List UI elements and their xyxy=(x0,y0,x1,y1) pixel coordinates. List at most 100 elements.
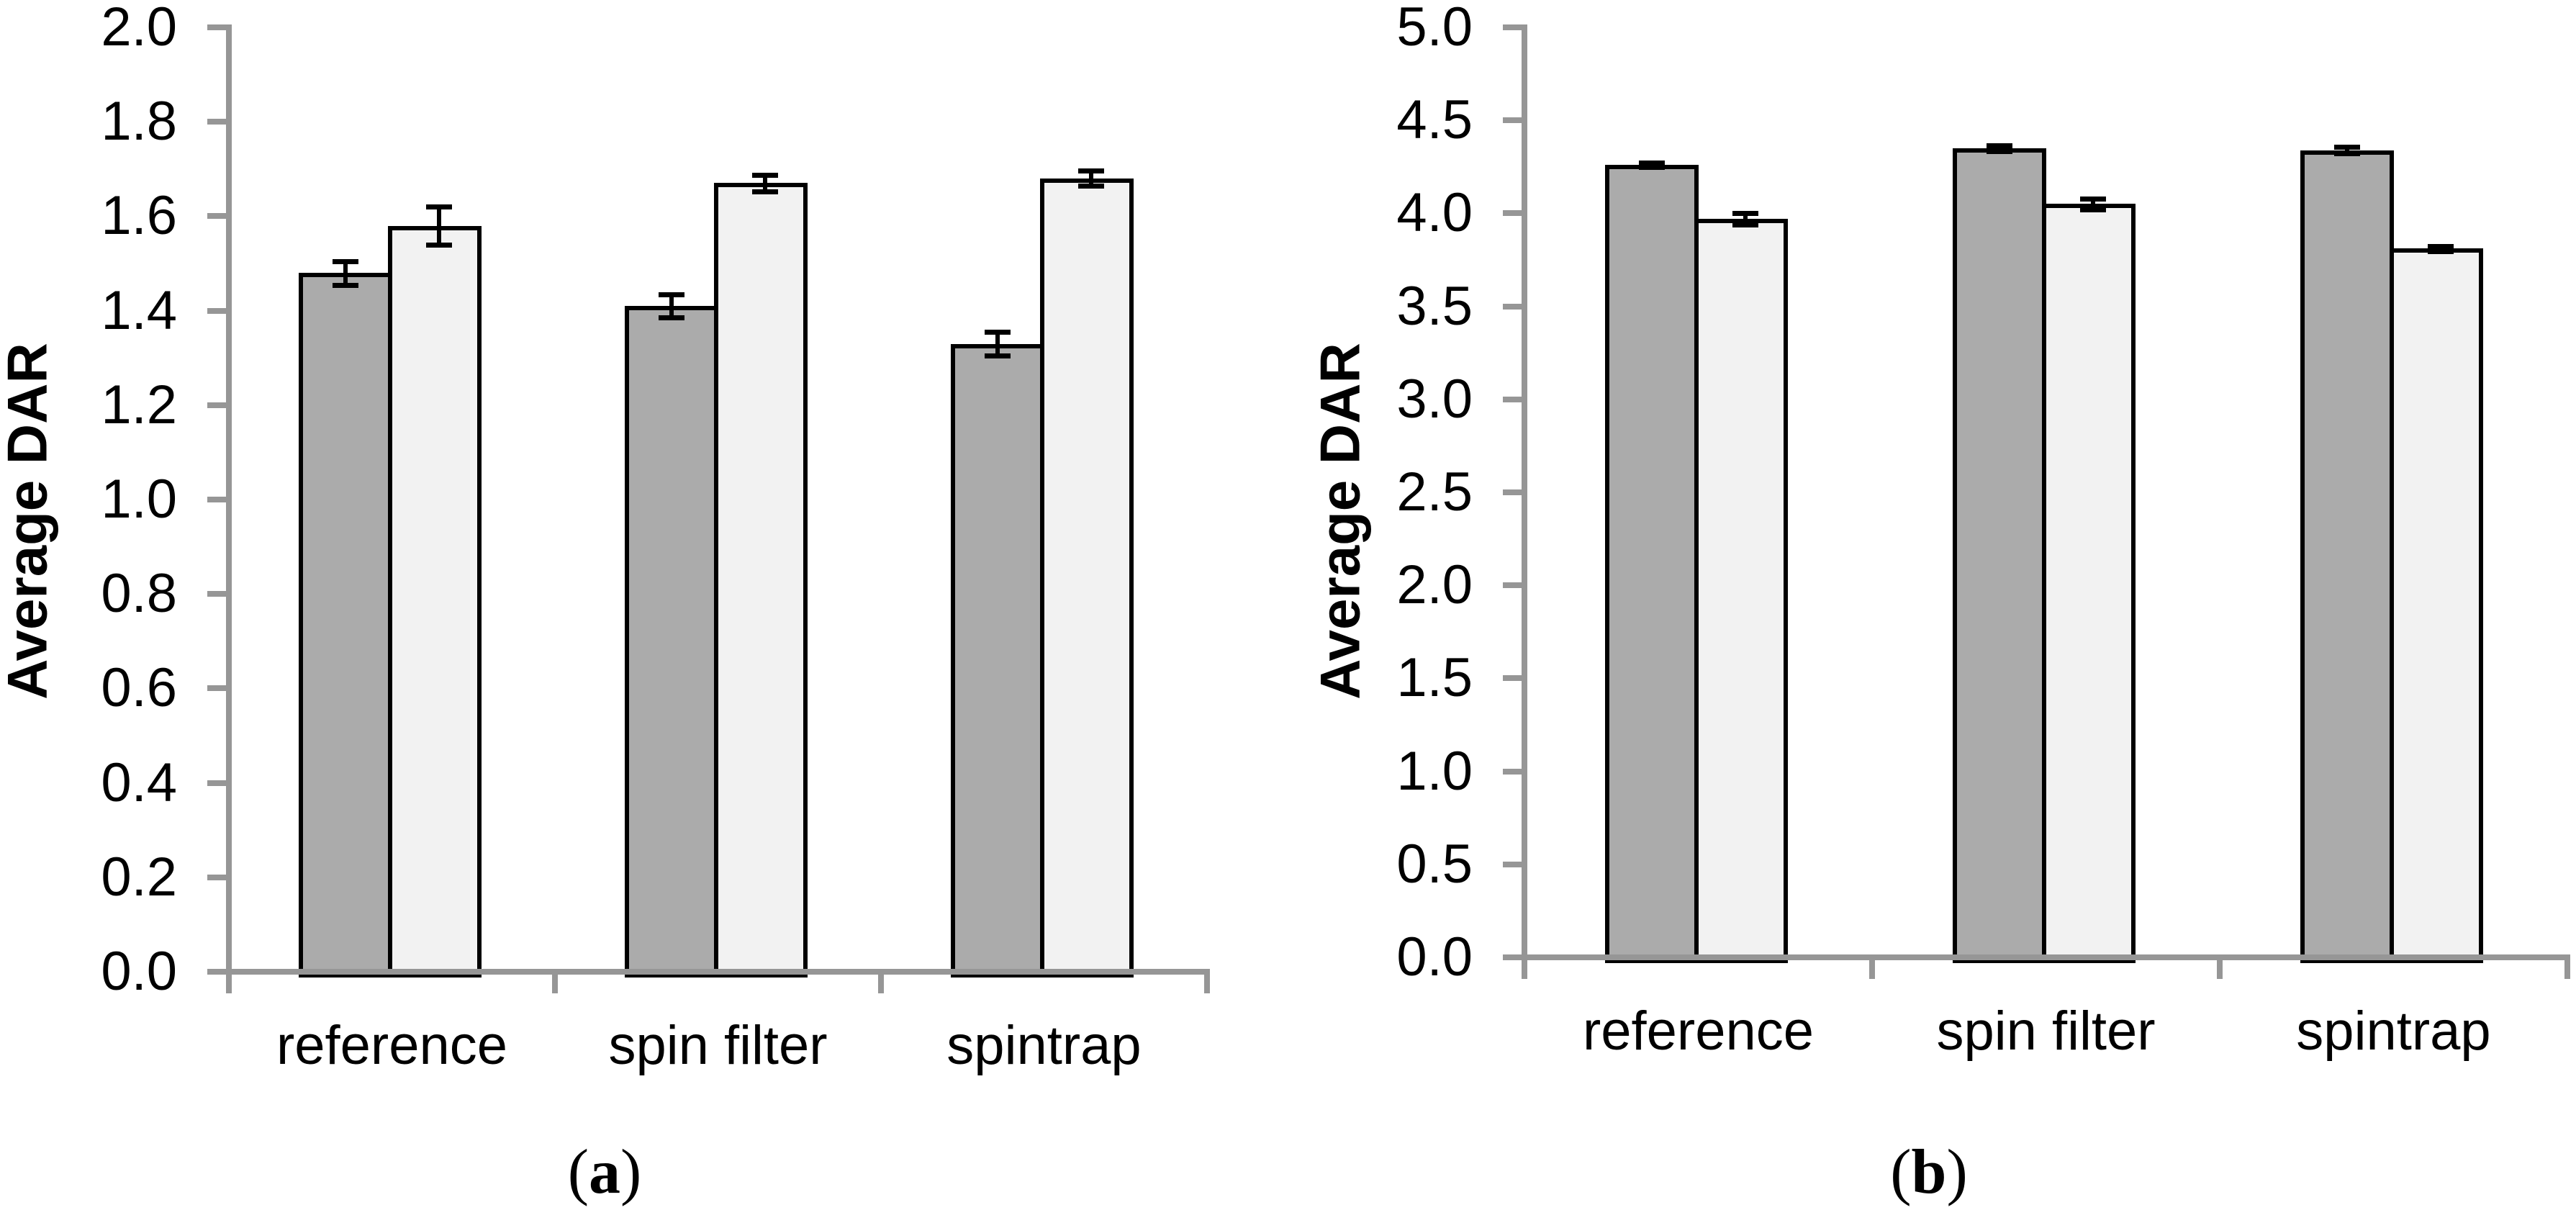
error-bar-b-spin-filter-light-gray-bars-cap-top xyxy=(2079,196,2106,202)
chart-a-y-tick-1.6 xyxy=(207,213,226,220)
chart-a-y-tick-label-2.0: 2.0 xyxy=(101,0,177,58)
chart-a-caption-open-paren: ( xyxy=(567,1137,589,1207)
bar-a-spintrap-light-gray-bars xyxy=(1039,178,1134,978)
x-axis-label-a-spin-filter: spin filter xyxy=(608,1015,828,1076)
chart-b-y-tick-4.5 xyxy=(1503,117,1522,124)
error-bar-a-spin-filter-light-gray-bars-cap-bottom xyxy=(751,189,778,194)
x-axis-label-a-spintrap: spintrap xyxy=(946,1015,1142,1076)
chart-b-y-tick-label-4.5: 4.5 xyxy=(1396,89,1473,151)
error-bar-b-spintrap-light-gray-bars-cap-top xyxy=(2427,244,2454,250)
chart-b-x-axis-line xyxy=(1522,954,2570,960)
chart-b-y-tick-label-1.5: 1.5 xyxy=(1396,647,1473,709)
error-bar-a-spin-filter-dark-gray-bars-cap-bottom xyxy=(658,315,684,321)
chart-b-y-tick-3.0 xyxy=(1503,396,1522,402)
error-bar-a-spin-filter-light-gray-bars-line xyxy=(762,175,767,191)
chart-b-x-boundary-tick-2 xyxy=(2217,960,2223,979)
chart-b-y-tick-2.5 xyxy=(1503,489,1522,495)
chart-b-caption-close-paren: ) xyxy=(1946,1137,1968,1207)
bar-b-spintrap-light-gray-bars xyxy=(2389,248,2483,963)
error-bar-a-reference-light-gray-bars-line xyxy=(436,207,441,245)
chart-a-y-tick-0.0 xyxy=(207,969,226,975)
chart-a-y-tick-2.0 xyxy=(207,24,226,30)
chart-b-y-tick-label-3.0: 3.0 xyxy=(1396,368,1473,430)
chart-a-x-boundary-tick-1 xyxy=(552,975,558,993)
chart-a-y-tick-0.4 xyxy=(207,780,226,786)
chart-b-y-tick-label-5.0: 5.0 xyxy=(1396,0,1473,58)
error-bar-a-spintrap-light-gray-bars-cap-bottom xyxy=(1077,184,1104,189)
x-axis-label-b-reference: reference xyxy=(1582,1001,1815,1062)
chart-b-y-tick-label-1.0: 1.0 xyxy=(1396,740,1473,802)
chart-a-y-tick-0.2 xyxy=(207,874,226,880)
chart-a-y-tick-label-0.2: 0.2 xyxy=(101,846,177,908)
chart-a-caption-close-paren: ) xyxy=(620,1137,642,1207)
bar-a-spin-filter-light-gray-bars xyxy=(713,183,808,978)
chart-b-x-boundary-tick-1 xyxy=(1869,960,1875,979)
bar-a-reference-dark-gray-bars xyxy=(298,273,392,978)
error-bar-b-spin-filter-light-gray-bars-line xyxy=(2090,198,2095,210)
error-bar-b-reference-dark-gray-bars-cap-top xyxy=(1638,161,1665,166)
chart-b-y-tick-0.0 xyxy=(1503,954,1522,960)
error-bar-a-spintrap-dark-gray-bars-line xyxy=(995,332,1000,356)
chart-b-y-tick-label-0.0: 0.0 xyxy=(1396,926,1473,988)
chart-b-y-tick-label-3.5: 3.5 xyxy=(1396,275,1473,337)
error-bar-a-reference-dark-gray-bars-cap-bottom xyxy=(332,282,358,288)
error-bar-b-spintrap-dark-gray-bars-line xyxy=(2344,146,2349,154)
chart-a-y-tick-1.4 xyxy=(207,307,226,314)
chart-b-y-tick-label-2.0: 2.0 xyxy=(1396,554,1473,616)
error-bar-b-reference-light-gray-bars-line xyxy=(1743,212,1748,225)
error-bar-b-reference-dark-gray-bars-cap-bottom xyxy=(1638,165,1665,171)
x-axis-label-b-spintrap: spintrap xyxy=(2296,1001,2491,1062)
chart-a-x-boundary-tick-2 xyxy=(878,975,884,993)
error-bar-a-reference-dark-gray-bars-cap-top xyxy=(332,258,358,264)
chart-a-x-boundary-tick-3 xyxy=(1204,975,1210,993)
chart-b-caption-open-paren: ( xyxy=(1890,1137,1912,1207)
error-bar-b-spintrap-dark-gray-bars-cap-top xyxy=(2333,144,2360,150)
chart-a-y-tick-0.8 xyxy=(207,591,226,597)
error-bar-b-reference-light-gray-bars-cap-top xyxy=(1732,210,1758,216)
chart-b-y-tick-1.0 xyxy=(1503,768,1522,775)
chart-b-y-tick-4.0 xyxy=(1503,210,1522,217)
error-bar-a-spin-filter-dark-gray-bars-cap-top xyxy=(658,292,684,297)
chart-b-y-tick-label-4.0: 4.0 xyxy=(1396,182,1473,244)
error-bar-b-spintrap-light-gray-bars-cap-bottom xyxy=(2427,248,2454,254)
chart-b-x-boundary-tick-3 xyxy=(2564,960,2570,979)
chart-a-y-tick-label-1.6: 1.6 xyxy=(101,185,177,247)
chart-b-y-tick-2.0 xyxy=(1503,582,1522,589)
chart-b-y-tick-5.0 xyxy=(1503,24,1522,30)
error-bar-b-spin-filter-light-gray-bars-cap-bottom xyxy=(2079,207,2106,213)
chart-b-y-axis-line xyxy=(1522,24,1527,979)
bar-b-spin-filter-dark-gray-bars xyxy=(1952,148,2046,963)
bar-a-reference-light-gray-bars xyxy=(387,225,482,978)
error-bar-a-spintrap-dark-gray-bars-cap-top xyxy=(984,330,1011,335)
x-axis-label-b-spin-filter: spin filter xyxy=(1936,1001,2156,1062)
bar-b-spin-filter-light-gray-bars xyxy=(2041,204,2136,963)
chart-b-y-tick-label-0.5: 0.5 xyxy=(1396,833,1473,895)
chart-a-y-tick-label-0.4: 0.4 xyxy=(101,751,177,813)
error-bar-b-reference-light-gray-bars-cap-bottom xyxy=(1732,222,1758,228)
error-bar-b-spintrap-dark-gray-bars-cap-bottom xyxy=(2333,151,2360,157)
chart-a-y-tick-1.0 xyxy=(207,497,226,502)
error-bar-a-reference-light-gray-bars-cap-top xyxy=(425,204,452,210)
chart-a-y-tick-0.6 xyxy=(207,685,226,692)
bar-a-spin-filter-dark-gray-bars xyxy=(624,306,718,978)
error-bar-a-reference-light-gray-bars-cap-bottom xyxy=(425,242,452,248)
bar-b-spintrap-dark-gray-bars xyxy=(2300,150,2394,963)
chart-a-caption-letter: a xyxy=(589,1137,620,1207)
chart-a-y-tick-label-0.6: 0.6 xyxy=(101,657,177,719)
chart-b-y-tick-label-2.5: 2.5 xyxy=(1396,461,1473,523)
chart-a-y-axis-line xyxy=(226,24,232,993)
chart-a-y-tick-label-1.0: 1.0 xyxy=(101,469,177,530)
chart-a-y-tick-label-1.2: 1.2 xyxy=(101,374,177,435)
chart-a-caption: (a) xyxy=(568,1136,642,1209)
error-bar-a-spintrap-light-gray-bars-cap-top xyxy=(1077,168,1104,174)
chart-a-y-tick-label-1.8: 1.8 xyxy=(101,91,177,153)
chart-a-y-tick-label-0.8: 0.8 xyxy=(101,563,177,625)
chart-a-x-axis-line xyxy=(226,969,1210,975)
error-bar-a-spin-filter-light-gray-bars-cap-top xyxy=(751,173,778,179)
chart-a-y-tick-label-1.4: 1.4 xyxy=(101,279,177,341)
bar-b-reference-dark-gray-bars xyxy=(1604,165,1699,963)
chart-a-y-tick-1.8 xyxy=(207,119,226,125)
chart-b-y-tick-3.5 xyxy=(1503,303,1522,310)
